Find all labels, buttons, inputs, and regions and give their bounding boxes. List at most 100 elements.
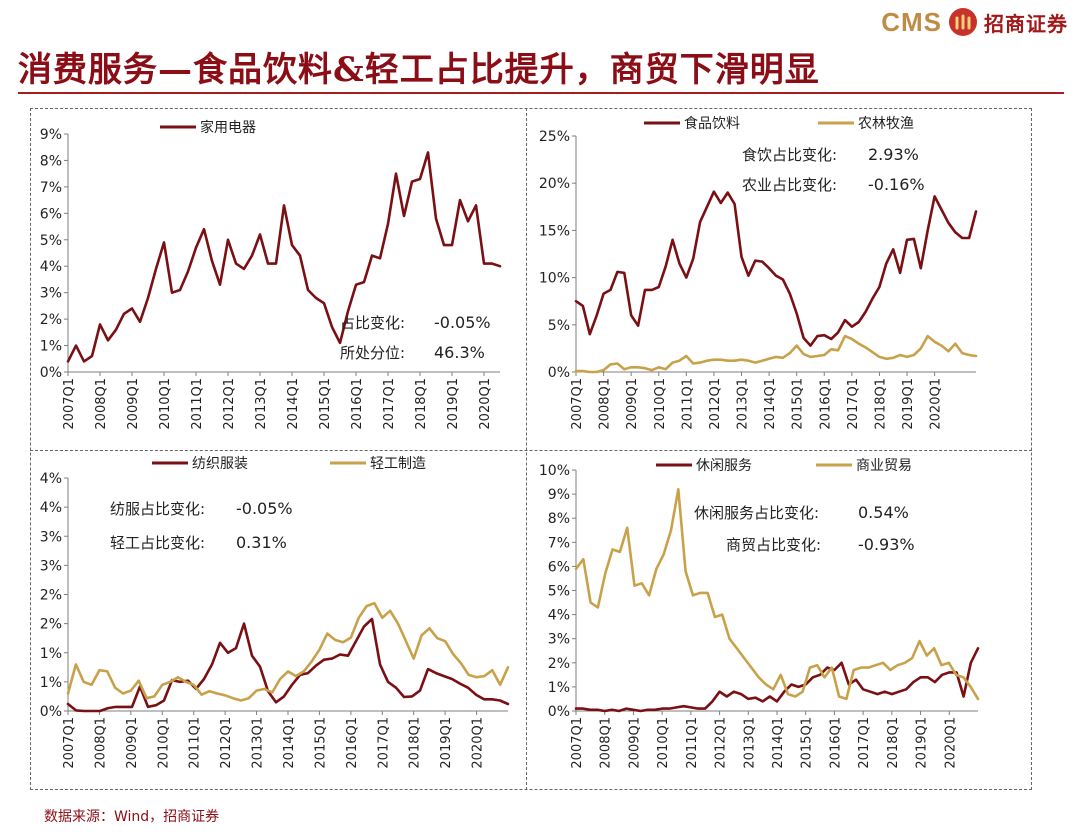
x-tick-label: 2009Q1 [625, 378, 640, 430]
x-tick-label: 2015Q1 [318, 378, 333, 430]
y-tick-label: 5% [40, 233, 62, 249]
x-tick-label: 2011Q1 [680, 378, 695, 430]
chart-svg-home-appliances: 0% 1% 2% 3% 4% 5% 6% 7% 8% 9% 2007Q1 2008Q1 2009Q1 20… [40, 119, 502, 430]
y-tick-label: 8% [548, 511, 570, 527]
logo-cms-text: CMS [881, 6, 942, 37]
y-tick-label: 4% [40, 500, 62, 516]
y-tick-label: 4% [548, 608, 570, 624]
x-tick-label: 2020Q1 [943, 717, 958, 769]
annotation-label-0: 纺服占比变化: [110, 500, 205, 518]
annotation-value-1: 0.31% [236, 533, 287, 552]
y-tick-label: 25% [539, 129, 570, 145]
y-tick-label: 3% [40, 286, 62, 302]
y-tick-label: 10% [539, 463, 570, 479]
x-tick-label: 2013Q1 [251, 717, 266, 769]
annotation-value-0: 0.54% [858, 503, 909, 522]
chart-svg-textile-light-industry: 0% 1% 1% 2% 2% 3% 3% 4% 4% 2007Q1 2008Q1 2009Q1 2010… [40, 456, 510, 769]
series-line-0 [66, 151, 502, 363]
x-tick-label: 2008Q1 [93, 717, 108, 769]
y-tick-label: 6% [40, 206, 62, 222]
chart-textile-light-industry: 0% 1% 1% 2% 2% 3% 3% 4% 4% 2007Q1 2008Q1 2009Q1 2010… [30, 450, 526, 790]
chart-svg-leisure-commerce: 0% 1% 2% 3% 4% 5% 6% 7% 8% 9% 10% 2007Q1 2008Q1 2009Q… [539, 458, 980, 769]
y-tick-label: 0% [40, 365, 62, 381]
annotation-label-1: 所处分位: [340, 344, 405, 362]
annotation-value-0: -0.05% [236, 499, 293, 518]
annotation-value-1: 46.3% [434, 343, 485, 362]
x-tick-label: 2020Q1 [478, 378, 493, 430]
x-tick-label: 2013Q1 [742, 717, 757, 769]
x-tick-label: 2009Q1 [125, 717, 140, 769]
y-tick-label: 4% [40, 471, 62, 487]
y-tick-label: 10% [539, 271, 570, 287]
legend-label-0: 休闲服务 [696, 458, 752, 474]
chart-home-appliances: 0% 1% 2% 3% 4% 5% 6% 7% 8% 9% 2007Q1 2008Q1 2009Q1 20… [30, 108, 526, 450]
x-tick-label: 2015Q1 [791, 378, 806, 430]
x-tick-label: 2014Q1 [771, 717, 786, 769]
x-tick-label: 2019Q1 [915, 717, 930, 769]
annotation-value-1: -0.93% [858, 535, 915, 554]
chart-food-beverage-agriculture: 0% 5% 10% 15% 20% 25% 2007Q1 2008Q1 2009Q1 2010Q1… [526, 108, 1032, 450]
x-tick-label: 2018Q1 [414, 378, 429, 430]
legend-label-1: 轻工制造 [370, 456, 426, 472]
y-tick-label: 3% [40, 558, 62, 574]
x-tick-label: 2014Q1 [286, 378, 301, 430]
y-tick-label: 1% [40, 339, 62, 355]
annotation-value-0: -0.05% [434, 313, 491, 332]
vertical-divider [526, 108, 527, 790]
x-tick-label: 2007Q1 [62, 378, 77, 430]
x-tick-label: 2018Q1 [408, 717, 423, 769]
annotation-label-1: 农业占比变化: [742, 176, 837, 194]
y-tick-label: 2% [548, 656, 570, 672]
y-tick-label: 3% [40, 529, 62, 545]
x-tick-label: 2012Q1 [708, 378, 723, 430]
x-tick-label: 2019Q1 [901, 378, 916, 430]
x-tick-label: 2007Q1 [62, 717, 77, 769]
x-tick-label: 2018Q1 [886, 717, 901, 769]
y-tick-label: 6% [548, 559, 570, 575]
x-tick-label: 2009Q1 [126, 378, 141, 430]
source-note: 数据来源：Wind，招商证券 [44, 809, 220, 825]
legend-label-0: 纺织服装 [192, 456, 248, 472]
x-tick-label: 2011Q1 [188, 717, 203, 769]
x-tick-label: 2016Q1 [345, 717, 360, 769]
x-tick-label: 2011Q1 [190, 378, 205, 430]
y-tick-label: 0% [40, 704, 62, 720]
legend-label-0: 食品饮料 [684, 115, 740, 132]
y-tick-label: 1% [548, 680, 570, 696]
horizontal-divider [30, 450, 1032, 451]
x-tick-label: 2008Q1 [599, 717, 614, 769]
x-tick-label: 2016Q1 [828, 717, 843, 769]
x-tick-label: 2008Q1 [94, 378, 109, 430]
y-tick-label: 2% [40, 312, 62, 328]
annotation-value-1: -0.16% [868, 175, 925, 194]
x-tick-label: 2010Q1 [158, 378, 173, 430]
x-tick-label: 2011Q1 [685, 717, 700, 769]
y-tick-label: 15% [539, 223, 570, 239]
x-tick-label: 2012Q1 [219, 717, 234, 769]
x-tick-label: 2017Q1 [846, 378, 861, 430]
chart-leisure-commerce: 0% 1% 2% 3% 4% 5% 6% 7% 8% 9% 10% 2007Q1 2008Q1 2009Q… [526, 450, 1032, 790]
logo-cn-text: 招商证券 [984, 11, 1068, 36]
y-tick-label: 0% [548, 365, 570, 381]
annotation-label-1: 商贸占比变化: [726, 536, 821, 554]
x-tick-label: 2015Q1 [800, 717, 815, 769]
annotation-label-1: 轻工占比变化: [110, 534, 205, 552]
x-tick-label: 2017Q1 [376, 717, 391, 769]
chart-frame [30, 108, 1032, 790]
series-line-1 [574, 334, 978, 374]
x-tick-label: 2013Q1 [736, 378, 751, 430]
x-tick-label: 2010Q1 [156, 717, 171, 769]
x-tick-label: 2008Q1 [598, 378, 613, 430]
y-tick-label: 20% [539, 176, 570, 192]
series-line-0 [574, 190, 978, 347]
x-tick-label: 2019Q1 [439, 717, 454, 769]
x-tick-label: 2007Q1 [570, 717, 585, 769]
y-tick-label: 4% [40, 259, 62, 275]
series-line-1 [574, 487, 980, 701]
x-tick-label: 2016Q1 [818, 378, 833, 430]
series-line-0 [66, 617, 510, 713]
x-tick-label: 2015Q1 [313, 717, 328, 769]
y-tick-label: 2% [40, 588, 62, 604]
x-tick-label: 2012Q1 [714, 717, 729, 769]
x-tick-label: 2014Q1 [763, 378, 778, 430]
